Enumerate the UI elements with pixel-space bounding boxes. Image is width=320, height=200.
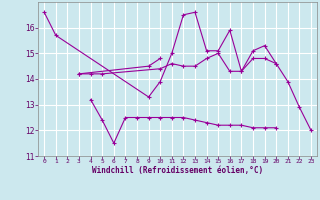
X-axis label: Windchill (Refroidissement éolien,°C): Windchill (Refroidissement éolien,°C) xyxy=(92,166,263,175)
